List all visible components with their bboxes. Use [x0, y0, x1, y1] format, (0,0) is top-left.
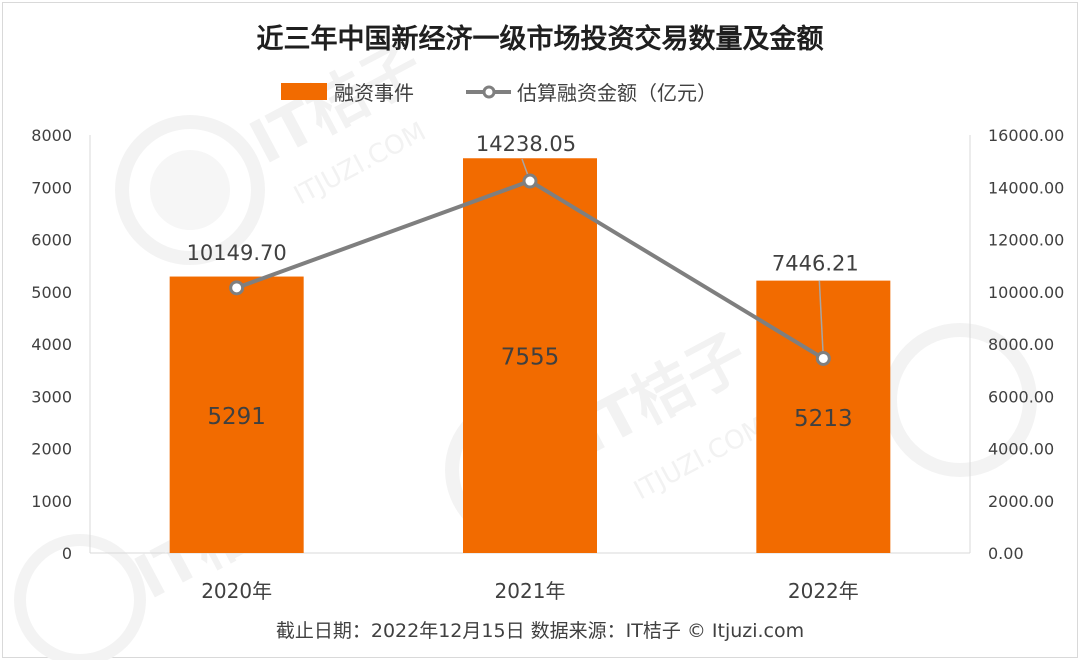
y-right-tick-label: 2000.00	[988, 492, 1054, 511]
y-right-tick-label: 0.00	[988, 544, 1024, 563]
x-tick-label: 2022年	[788, 579, 859, 603]
line-point	[815, 350, 831, 366]
line-value-label: 7446.21	[772, 251, 859, 275]
legend-marker-line	[482, 85, 496, 99]
x-tick-label: 2021年	[495, 579, 566, 603]
legend-label-line: 估算融资金额（亿元）	[517, 81, 717, 105]
legend-label-bar: 融资事件	[334, 81, 414, 105]
y-left-tick-label: 5000	[31, 283, 72, 302]
y-left-tick-label: 1000	[31, 492, 72, 511]
bar	[169, 276, 304, 553]
bar-value-label: 5291	[207, 404, 266, 430]
y-left-tick-label: 0	[62, 544, 72, 563]
legend-swatch-bar	[281, 83, 327, 100]
bar-value-label: 7555	[501, 345, 560, 371]
chart-title: 近三年中国新经济一级市场投资交易数量及金额	[257, 23, 824, 55]
y-right-tick-label: 6000.00	[988, 387, 1054, 406]
leader-line	[818, 280, 825, 359]
footer-source: 截止日期：2022年12月15日 数据来源：IT桔子 © Itjuzi.com	[276, 620, 804, 642]
watermark-logo	[14, 534, 146, 660]
line-point	[229, 280, 245, 296]
watermark-logo	[115, 115, 265, 265]
y-right-tick-label: 14000.00	[988, 178, 1064, 197]
y-right-tick-label: 8000.00	[988, 335, 1054, 354]
line-point	[522, 173, 538, 189]
line-value-label: 14238.05	[476, 132, 576, 156]
y-left-tick-label: 8000	[31, 126, 72, 145]
bar	[463, 158, 597, 553]
y-right-tick-label: 10000.00	[988, 283, 1064, 302]
y-right-tick-label: 16000.00	[988, 126, 1064, 145]
y-left-tick-label: 4000	[31, 335, 72, 354]
y-left-tick-label: 6000	[31, 231, 72, 250]
plot-area: 0 1000 2000 3000 4000 5000 6000 7000 8000 0.00 200…	[31, 126, 1064, 603]
line-value-label: 10149.70	[187, 241, 287, 265]
bar-value-label: 5213	[794, 406, 853, 432]
y-right-tick-label: 4000.00	[988, 440, 1054, 459]
legend: 融资事件 估算融资金额（亿元）	[281, 81, 717, 105]
y-left-tick-label: 7000	[31, 178, 72, 197]
y-left-tick-label: 3000	[31, 387, 72, 406]
y-right-tick-label: 12000.00	[988, 231, 1064, 250]
y-left-tick-label: 2000	[31, 440, 72, 459]
x-tick-label: 2020年	[201, 579, 272, 603]
bar	[756, 280, 891, 553]
